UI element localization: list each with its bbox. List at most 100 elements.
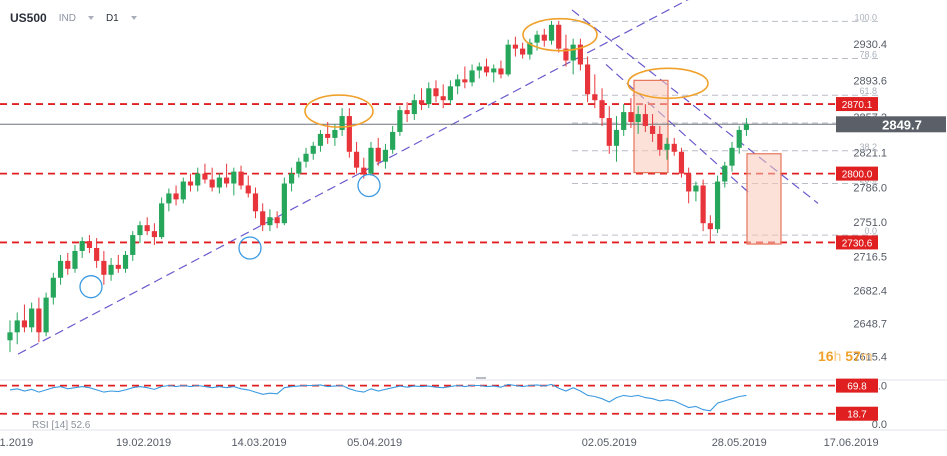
candle-body (700, 185, 706, 224)
candle-body (736, 129, 742, 148)
candle-body (267, 217, 273, 226)
candle-body (130, 235, 136, 255)
candle-body (707, 223, 713, 230)
candle-body (122, 254, 129, 269)
candle-body (79, 241, 85, 251)
candle-body (498, 68, 504, 75)
candle-body (411, 100, 417, 115)
x-tick-label: 17.06.2019 (824, 437, 879, 449)
candle-body (260, 211, 266, 226)
candle-body (144, 225, 150, 232)
candle-body (491, 68, 497, 73)
rsi-series-line (9, 383, 747, 412)
candle-body (462, 79, 468, 83)
candle-body (527, 42, 533, 55)
candle-body (137, 225, 143, 236)
candle-body (353, 151, 360, 168)
candle-body (94, 248, 100, 261)
resistance-touch-ellipse (627, 67, 709, 100)
candle-body (21, 320, 28, 328)
highlight-box (746, 153, 782, 245)
candle-body (714, 181, 721, 230)
candle-body (621, 112, 627, 130)
candle-body (585, 64, 591, 95)
fib-level-label: 61.8 (859, 86, 877, 96)
y-tick-label: 2682.4 (853, 285, 887, 297)
candle-body (433, 88, 439, 97)
candle-body (649, 125, 656, 134)
fib-level-label: 78.6 (859, 50, 877, 60)
candle-body (43, 297, 49, 333)
y-tick-label: 2821.1 (853, 148, 887, 160)
level-tag-label: 2800.0 (842, 170, 873, 181)
candle-body (195, 173, 201, 186)
candle-body (440, 96, 446, 101)
candle-body (505, 44, 511, 75)
support-touch-circle (238, 236, 262, 260)
candle-body (635, 114, 641, 123)
candle-body (36, 308, 42, 333)
candle-body (252, 193, 259, 212)
candle-body (346, 116, 352, 152)
support-touch-circle (357, 173, 381, 198)
candle-body (368, 147, 374, 174)
candle-body (476, 66, 482, 71)
candle-body (469, 70, 475, 83)
candle-body (743, 124, 750, 130)
x-tick-label: 28.05.2019 (712, 437, 767, 449)
candle-timer: 16h 57m (818, 348, 873, 364)
candle-body (361, 167, 367, 174)
rsi-title: RSI [14] 52.6 (32, 420, 91, 431)
candle-body (65, 260, 71, 269)
candle-body (382, 149, 389, 162)
timeframe-label: D1 (105, 12, 119, 24)
candle-body (108, 264, 114, 275)
channel-lower-line (605, 64, 753, 196)
candle-body (628, 112, 634, 123)
resistance-touch-ellipse (522, 17, 598, 52)
candle-body (317, 133, 324, 146)
candle-body (216, 177, 222, 188)
candle-body (303, 153, 309, 162)
level-tag (836, 235, 878, 250)
y-tick-label: 2615.4 (853, 352, 887, 364)
candle-body (332, 129, 338, 138)
candle-body (310, 145, 316, 154)
candle-body (455, 79, 461, 87)
candle-body (512, 44, 518, 49)
level-tag-label: 2870.1 (842, 100, 873, 111)
candle-body (339, 116, 345, 130)
candle-body (14, 320, 20, 333)
current-price-label: 2849.7 (882, 117, 922, 132)
candle-body (693, 185, 699, 192)
candle-body (729, 147, 735, 166)
y-tick-label: 2930.4 (853, 39, 887, 51)
candle-body (86, 241, 93, 248)
instrument-dropdown[interactable] (87, 16, 94, 20)
level-tag (836, 166, 878, 181)
candle-body (7, 332, 13, 341)
candle-body (166, 193, 172, 204)
candle-body (722, 165, 728, 182)
candle-body (29, 308, 35, 328)
rsi-y-tick-label: 0.0 (872, 419, 887, 431)
candle-body (664, 143, 670, 150)
y-tick-label: 2751.0 (853, 217, 887, 229)
candle-body (231, 171, 237, 184)
candle-body (245, 185, 251, 194)
candle-body (50, 277, 56, 298)
candle-body (563, 48, 569, 61)
rsi-level-tag (836, 378, 878, 393)
candle-body (281, 183, 287, 224)
chevron-down-icon (130, 16, 137, 20)
level-tag (836, 97, 878, 112)
candle-body (180, 181, 186, 200)
x-tick-label: 05.04.2019 (347, 437, 402, 449)
candle-body (570, 44, 576, 61)
candle-body (548, 24, 555, 41)
timeframe-dropdown[interactable] (130, 16, 137, 20)
candle-body (657, 133, 663, 150)
timer-minutes: 57 (845, 348, 861, 364)
